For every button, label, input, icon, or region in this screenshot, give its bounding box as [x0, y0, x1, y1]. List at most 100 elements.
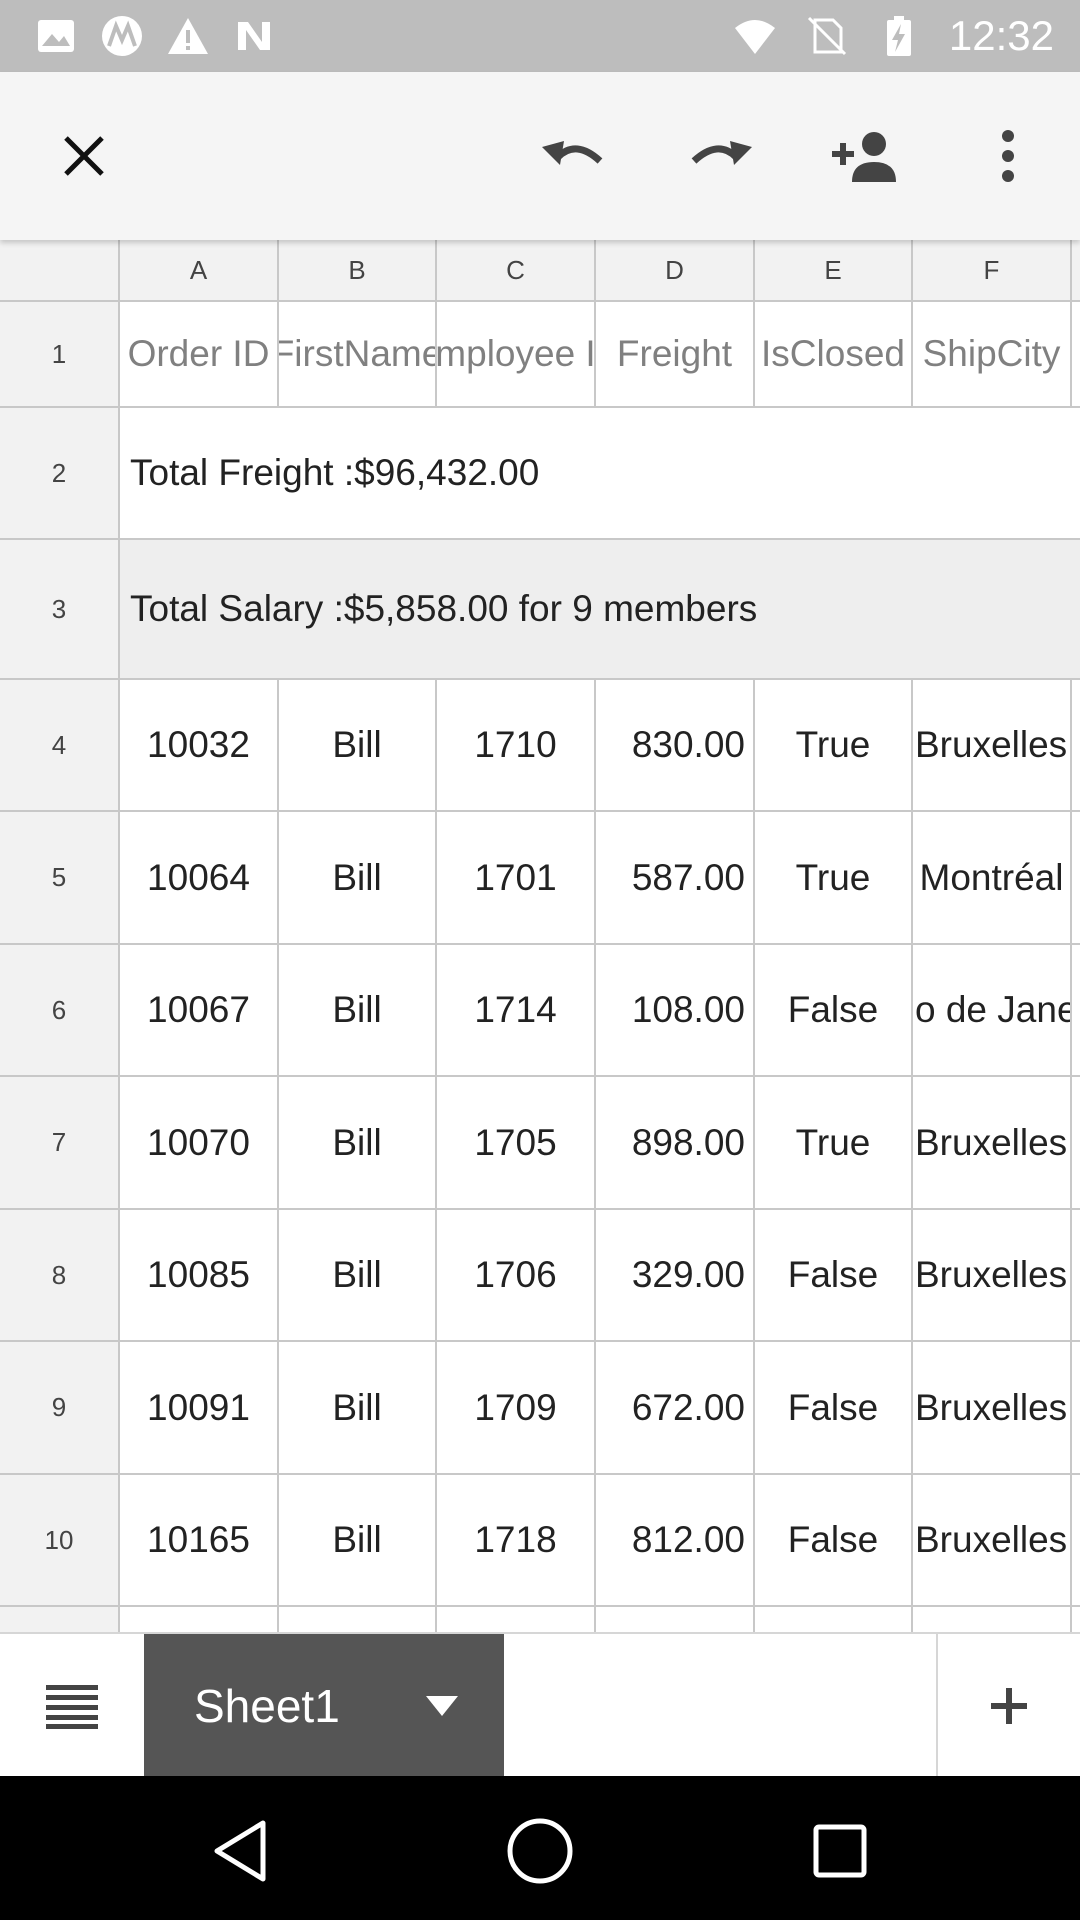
cell-b9[interactable]: Bill	[279, 1342, 437, 1475]
cell-a1[interactable]: Order ID	[120, 302, 279, 408]
row-header-9[interactable]: 9	[0, 1342, 120, 1475]
cell-b4[interactable]: Bill	[279, 680, 437, 812]
more-options-button[interactable]	[964, 112, 1052, 200]
share-button[interactable]	[820, 112, 908, 200]
cell-a5[interactable]: 10064	[120, 812, 279, 945]
cell-g1[interactable]	[1072, 302, 1080, 408]
cell-e9[interactable]: False	[755, 1342, 913, 1475]
column-header-f[interactable]: F	[913, 240, 1072, 302]
cell-c10[interactable]: 1718	[437, 1475, 596, 1607]
cell-b10[interactable]: Bill	[279, 1475, 437, 1607]
column-header-d[interactable]: D	[596, 240, 755, 302]
cell-e1[interactable]: IsClosed	[755, 302, 913, 408]
row-header-1[interactable]: 1	[0, 302, 120, 408]
cell-b11[interactable]	[279, 1607, 437, 1632]
cell-a11[interactable]	[120, 1607, 279, 1632]
undo-button[interactable]	[530, 112, 618, 200]
cell-g9[interactable]	[1072, 1342, 1080, 1475]
cell-g8[interactable]	[1072, 1210, 1080, 1342]
home-button[interactable]	[495, 1806, 585, 1896]
battery-charging-icon	[886, 16, 911, 56]
row-header-3[interactable]: 3	[0, 540, 120, 680]
total-salary-cell[interactable]: Total Salary :$5,858.00 for 9 members	[120, 540, 1080, 680]
cell-c4[interactable]: 1710	[437, 680, 596, 812]
select-all-corner[interactable]	[0, 240, 120, 302]
cell-d6[interactable]: 108.00	[596, 945, 755, 1077]
cell-g7[interactable]	[1072, 1077, 1080, 1210]
cell-d9[interactable]: 672.00	[596, 1342, 755, 1475]
back-button[interactable]	[196, 1806, 286, 1896]
close-button[interactable]	[40, 112, 128, 200]
cell-e6[interactable]: False	[755, 945, 913, 1077]
row-header-5[interactable]: 5	[0, 812, 120, 945]
cell-e5[interactable]: True	[755, 812, 913, 945]
cell-c7[interactable]: 1705	[437, 1077, 596, 1210]
column-header-e[interactable]: E	[755, 240, 913, 302]
column-header-a[interactable]: A	[120, 240, 279, 302]
cell-f4[interactable]: Bruxelles	[913, 680, 1072, 812]
cell-b5[interactable]: Bill	[279, 812, 437, 945]
cell-c8[interactable]: 1706	[437, 1210, 596, 1342]
cell-a4[interactable]: 10032	[120, 680, 279, 812]
cell-d11[interactable]	[596, 1607, 755, 1632]
cell-b8[interactable]: Bill	[279, 1210, 437, 1342]
cell-d1[interactable]: Freight	[596, 302, 755, 408]
cell-a8[interactable]: 10085	[120, 1210, 279, 1342]
cell-g10[interactable]	[1072, 1475, 1080, 1607]
cell-d7[interactable]: 898.00	[596, 1077, 755, 1210]
cell-e4[interactable]: True	[755, 680, 913, 812]
cell-f8[interactable]: Bruxelles	[913, 1210, 1072, 1342]
cell-f6[interactable]: o de Jane	[913, 945, 1072, 1077]
chevron-down-icon[interactable]	[426, 1696, 458, 1716]
row-header-6[interactable]: 6	[0, 945, 120, 1077]
sheet-list-button[interactable]	[0, 1634, 144, 1778]
add-sheet-button[interactable]	[936, 1634, 1080, 1778]
cell-d8[interactable]: 329.00	[596, 1210, 755, 1342]
cell-d10[interactable]: 812.00	[596, 1475, 755, 1607]
cell-b6[interactable]: Bill	[279, 945, 437, 1077]
cell-e10[interactable]: False	[755, 1475, 913, 1607]
cell-c6[interactable]: 1714	[437, 945, 596, 1077]
redo-button[interactable]	[676, 112, 764, 200]
cell-f11[interactable]	[913, 1607, 1072, 1632]
row-header-4[interactable]: 4	[0, 680, 120, 812]
cell-c11[interactable]	[437, 1607, 596, 1632]
cell-g4[interactable]	[1072, 680, 1080, 812]
row-header-11[interactable]	[0, 1607, 120, 1632]
recents-button[interactable]	[795, 1806, 885, 1896]
clock: 12:32	[948, 12, 1054, 59]
column-header-c[interactable]: C	[437, 240, 596, 302]
cell-c1[interactable]: mployee I	[437, 302, 596, 408]
row-header-8[interactable]: 8	[0, 1210, 120, 1342]
sheet-bar: Sheet1	[0, 1632, 1080, 1778]
cell-e7[interactable]: True	[755, 1077, 913, 1210]
cell-b7[interactable]: Bill	[279, 1077, 437, 1210]
cell-d5[interactable]: 587.00	[596, 812, 755, 945]
close-icon	[64, 136, 104, 176]
row-header-7[interactable]: 7	[0, 1077, 120, 1210]
spreadsheet-grid[interactable]: A B C D E F 1 Order ID FirstName mployee…	[0, 240, 1080, 1632]
sheet-tab-sheet1[interactable]: Sheet1	[144, 1634, 504, 1778]
cell-f1[interactable]: ShipCity	[913, 302, 1072, 408]
cell-f7[interactable]: Bruxelles	[913, 1077, 1072, 1210]
cell-c9[interactable]: 1709	[437, 1342, 596, 1475]
cell-e8[interactable]: False	[755, 1210, 913, 1342]
cell-f10[interactable]: Bruxelles	[913, 1475, 1072, 1607]
row-header-10[interactable]: 10	[0, 1475, 120, 1607]
cell-g5[interactable]	[1072, 812, 1080, 945]
cell-a6[interactable]: 10067	[120, 945, 279, 1077]
cell-a10[interactable]: 10165	[120, 1475, 279, 1607]
cell-a9[interactable]: 10091	[120, 1342, 279, 1475]
cell-e11[interactable]	[755, 1607, 913, 1632]
cell-g6[interactable]	[1072, 945, 1080, 1077]
cell-f5[interactable]: Montréal	[913, 812, 1072, 945]
total-freight-cell[interactable]: Total Freight :$96,432.00	[120, 408, 1080, 540]
column-header-g[interactable]	[1072, 240, 1080, 302]
row-header-2[interactable]: 2	[0, 408, 120, 540]
column-header-b[interactable]: B	[279, 240, 437, 302]
cell-a7[interactable]: 10070	[120, 1077, 279, 1210]
cell-b1[interactable]: FirstName	[279, 302, 437, 408]
cell-f9[interactable]: Bruxelles	[913, 1342, 1072, 1475]
cell-c5[interactable]: 1701	[437, 812, 596, 945]
cell-d4[interactable]: 830.00	[596, 680, 755, 812]
